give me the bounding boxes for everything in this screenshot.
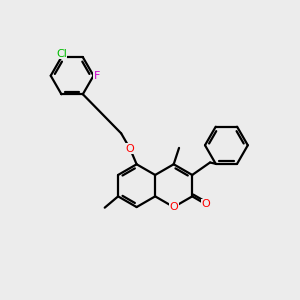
Text: Cl: Cl xyxy=(56,49,67,58)
Text: O: O xyxy=(126,144,134,154)
Text: F: F xyxy=(94,71,100,81)
Text: O: O xyxy=(201,199,210,209)
Text: O: O xyxy=(169,202,178,212)
